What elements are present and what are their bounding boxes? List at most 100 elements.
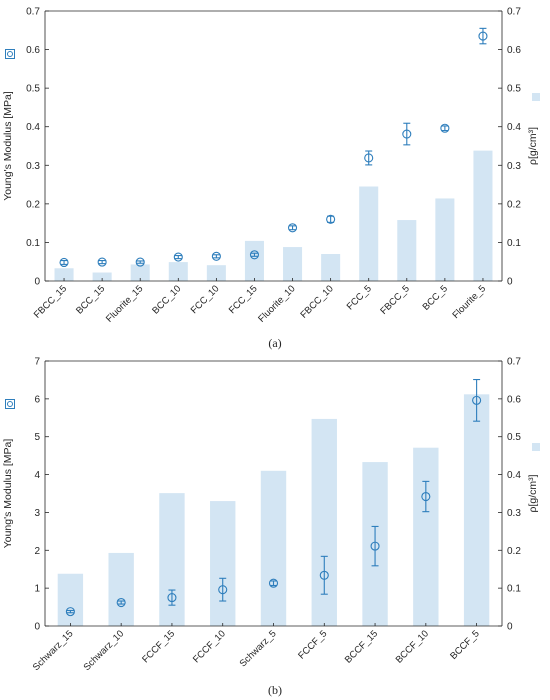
data-point: [402, 129, 412, 139]
density-bar: [130, 264, 150, 281]
left-tick-label: 0.5: [26, 84, 40, 95]
category-label: Fluorite_10: [256, 283, 297, 324]
density-bar: [108, 552, 134, 626]
y2-axis-label: ρ[g/cm³]: [527, 127, 539, 165]
right-tick-label: 0.4: [507, 470, 521, 481]
errorbar-legend-icon: [5, 399, 15, 409]
left-tick-label: 0: [34, 622, 40, 633]
data-point: [326, 214, 336, 224]
category-label: FCCF_15: [140, 628, 177, 665]
data-point: [211, 251, 221, 261]
left-tick-label: 7: [34, 357, 40, 368]
category-label: FBCC_5: [378, 283, 412, 317]
category-label: BCCF_15: [343, 628, 380, 665]
right-tick-label: 0: [507, 277, 513, 288]
category-label: Flourite_5: [450, 283, 488, 321]
category-label: FCC_10: [189, 283, 222, 316]
category-label: FBCC_10: [298, 283, 335, 320]
data-point: [59, 257, 69, 268]
data-point: [370, 541, 380, 551]
density-bar: [260, 470, 287, 626]
density-bar: [283, 247, 303, 281]
category-label: FCCF_5: [296, 628, 329, 661]
errorbar-legend-marker: [7, 401, 13, 407]
left-tick-label: 6: [34, 394, 40, 405]
density-bar: [159, 493, 185, 626]
density-bar: [57, 573, 84, 626]
category-label: Fluorite_15: [104, 283, 145, 324]
density-bar: [435, 198, 455, 281]
category-label: BCC_15: [74, 283, 107, 316]
y2-axis-label: ρ[g/cm³]: [527, 474, 539, 512]
y-axis-label: Young's Modulus [MPa]: [2, 439, 14, 549]
left-tick-label: 0: [34, 277, 40, 288]
right-tick-label: 0.3: [507, 161, 521, 172]
right-tick-label: 0.4: [507, 122, 521, 133]
right-tick-label: 0.7: [507, 7, 521, 18]
data-point: [116, 597, 126, 608]
data-point: [319, 570, 329, 580]
panel-label-b: (b): [268, 683, 282, 697]
data-point: [173, 252, 183, 262]
category-label: FCCF_10: [191, 628, 228, 665]
density-bar: [92, 272, 112, 281]
right-tick-label: 0.6: [507, 45, 521, 56]
data-point: [218, 585, 228, 595]
density-bar: [463, 394, 490, 626]
data-point: [472, 395, 482, 405]
right-tick-label: 0.3: [507, 508, 521, 519]
density-bar: [359, 186, 379, 281]
right-tick-label: 0.1: [507, 584, 521, 595]
right-tick-label: 0.5: [507, 432, 521, 443]
density-bar: [244, 240, 264, 281]
errorbar-legend-icon: [5, 49, 15, 59]
data-point: [97, 257, 107, 267]
data-point: [440, 123, 450, 133]
density-bar: [413, 447, 439, 626]
category-label: FCC_15: [227, 283, 260, 316]
density-bar: [321, 254, 341, 281]
data-point: [421, 491, 431, 502]
density-bar: [210, 501, 236, 626]
right-tick-label: 0.2: [507, 546, 521, 557]
right-tick-label: 0.2: [507, 199, 521, 210]
category-label: BCCF_10: [394, 628, 431, 665]
density-bar: [206, 265, 226, 281]
bar-legend-icon: [532, 443, 540, 451]
category-label: FCC_5: [345, 283, 374, 312]
density-bar: [473, 150, 493, 281]
left-tick-label: 5: [34, 432, 40, 443]
data-point: [268, 578, 279, 588]
errorbar-legend-marker: [7, 51, 13, 57]
bar-legend-icon: [532, 93, 540, 101]
data-point: [287, 223, 298, 233]
right-tick-label: 0: [507, 622, 513, 633]
right-tick-label: 0.5: [507, 84, 521, 95]
density-bar: [54, 268, 74, 281]
data-point: [65, 607, 75, 617]
density-bar: [311, 418, 337, 626]
data-point: [364, 153, 374, 163]
chart-panel-b: 0 1 2 3 4 5 6 7 0 0.1 0.2 0.3 0.4 0.5 0.6 0.7 Schwarz_15…: [2, 357, 540, 673]
density-bar: [397, 220, 417, 281]
density-bar: [168, 262, 188, 281]
category-label: BCCF_5: [448, 628, 482, 662]
left-tick-label: 4: [34, 470, 40, 481]
left-tick-label: 0.3: [26, 161, 40, 172]
category-label: BCC_10: [150, 283, 183, 316]
category-label: Schwarz_15: [31, 628, 76, 673]
data-point: [135, 257, 145, 267]
left-tick-label: 0.2: [26, 199, 40, 210]
left-tick-label: 0.4: [26, 122, 40, 133]
left-tick-label: 0.7: [26, 7, 40, 18]
left-tick-label: 2: [34, 546, 40, 557]
y-axis-label: Young's Modulus [MPa]: [2, 91, 14, 201]
left-tick-label: 1: [34, 584, 40, 595]
data-point: [249, 250, 260, 260]
left-tick-label: 3: [34, 508, 40, 519]
right-tick-label: 0.7: [507, 357, 521, 368]
category-label: Schwarz_5: [238, 628, 279, 669]
category-label: Schwarz_10: [82, 628, 127, 673]
left-tick-label: 0.6: [26, 45, 40, 56]
